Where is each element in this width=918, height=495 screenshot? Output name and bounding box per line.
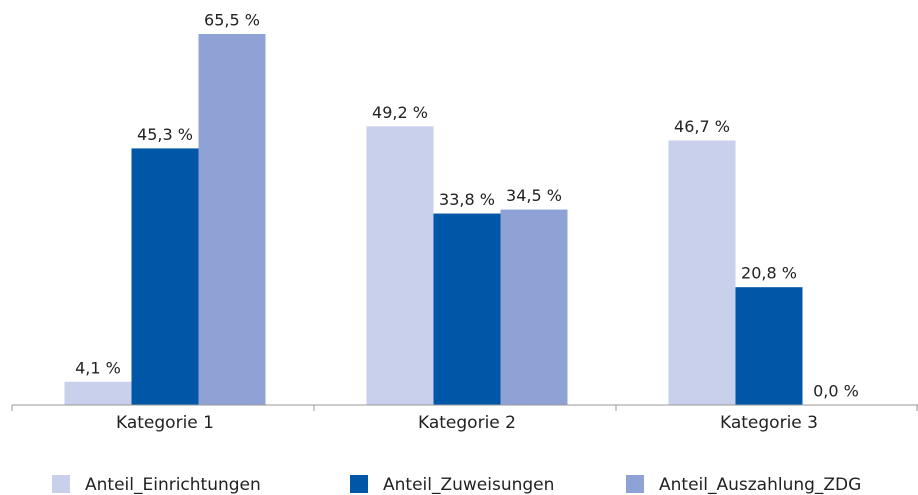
value-label: 20,8 % [741,264,797,283]
legend-label: Anteil_Zuweisungen [383,475,554,495]
value-label: 33,8 % [439,190,495,209]
bar [500,209,568,405]
x-tick-label: Kategorie 1 [116,413,214,433]
legend-swatch [626,475,644,493]
bar [64,381,132,405]
x-tick-label: Kategorie 3 [720,413,818,433]
value-label: 46,7 % [674,117,730,136]
value-label: 0,0 % [813,382,859,401]
bar [735,287,803,405]
bar [198,33,266,405]
value-label: 65,5 % [204,10,260,29]
value-label: 34,5 % [506,186,562,205]
legend-swatch [350,475,368,493]
legend-label: Anteil_Auszahlung_ZDG [659,475,861,495]
bar [366,126,434,406]
value-label: 45,3 % [137,125,193,144]
x-tick-label: Kategorie 2 [418,413,516,433]
value-label: 49,2 % [372,103,428,122]
bar [433,213,501,405]
bar [668,140,736,406]
legend-swatch [52,475,70,493]
bar [131,148,199,406]
legend-label: Anteil_Einrichtungen [85,475,261,495]
value-label: 4,1 % [75,358,121,377]
